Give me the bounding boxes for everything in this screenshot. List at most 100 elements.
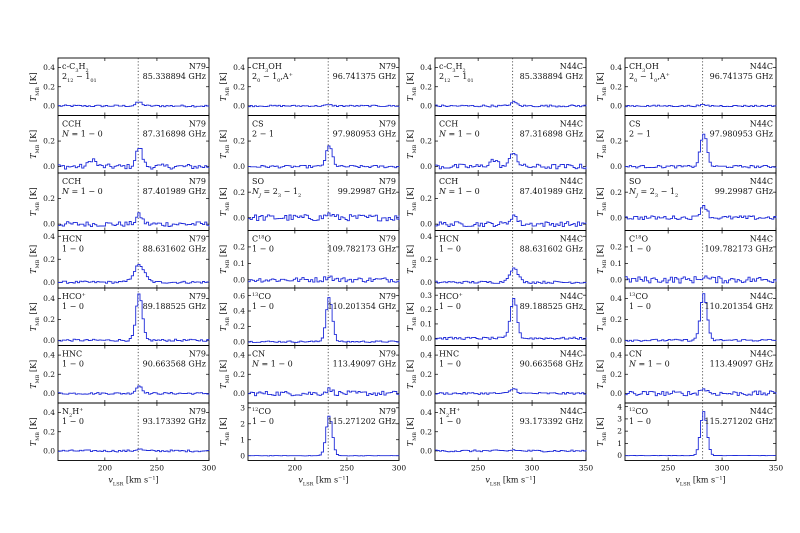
frequency-label: 99.29987 GHz — [715, 187, 773, 196]
source-label: N44C — [750, 350, 773, 359]
y-tick-label: 0.4 — [420, 232, 432, 241]
panel-frame — [247, 172, 400, 231]
y-axis-label: TMB [K] — [29, 187, 41, 216]
spectrum-line — [625, 293, 777, 342]
transition-label: 1 − 0 — [62, 302, 84, 311]
transition-label: N = 1 − 0 — [438, 187, 480, 196]
y-tick-label: 4 — [617, 402, 622, 411]
y-tick-label: 0.0 — [610, 336, 622, 345]
source-label: N44C — [750, 62, 773, 71]
y-tick-label: 0.4 — [610, 294, 622, 303]
y-axis-label: TMB [K] — [219, 245, 231, 274]
source-label: N44C — [560, 292, 583, 301]
frequency-label: 109.782173 GHz — [328, 245, 396, 254]
y-tick-label: 0.3 — [420, 291, 432, 300]
spectrum-line — [58, 148, 210, 170]
spectrum-line — [58, 293, 210, 342]
transition-label: N = 1 − 0 — [61, 130, 103, 139]
spectrum-line — [625, 411, 776, 457]
molecule-label: HNC — [62, 350, 82, 359]
y-tick-label: 0.0 — [43, 278, 55, 287]
transition-label: 1 − 0 — [439, 360, 461, 369]
y-tick-label: 0.6 — [233, 291, 245, 300]
source-label: N79 — [379, 62, 396, 71]
x-axis-label: vLSR [km s−1] — [675, 476, 725, 488]
transition-label: NJ = 23 − 12 — [251, 187, 301, 199]
molecule-label: CN — [252, 350, 265, 359]
transition-label: 1 − 0 — [439, 245, 461, 254]
transition-label: 1 − 0 — [252, 302, 274, 311]
y-tick-label: 0.2 — [233, 243, 245, 252]
y-tick-label: 0.2 — [43, 370, 55, 379]
y-axis-label: TMB [K] — [406, 302, 418, 331]
spectrum-line — [248, 415, 400, 457]
panel-frame — [624, 402, 777, 461]
molecule-label: 13CO — [252, 292, 271, 301]
spectrum-line — [435, 449, 587, 453]
spectrum-line — [58, 263, 210, 284]
y-tick-label: 0 — [617, 451, 622, 460]
spectrum-line — [625, 275, 777, 284]
y-axis-label: TMB [K] — [29, 417, 41, 446]
x-tick-label: 250 — [340, 464, 355, 473]
spectrum-line — [248, 387, 400, 397]
y-tick-label: 0.2 — [233, 370, 245, 379]
molecule-label: 12CO — [252, 407, 271, 416]
y-tick-label: 0.2 — [610, 137, 622, 146]
y-tick-label: 0.4 — [610, 63, 622, 72]
y-tick-label: 0.2 — [610, 243, 622, 252]
molecule-label: 12CO — [629, 407, 648, 416]
transition-label: 1 − 0 — [62, 245, 84, 254]
y-tick-label: 0.0 — [233, 337, 245, 346]
source-label: N79 — [379, 350, 396, 359]
y-tick-label: 0.4 — [420, 408, 432, 417]
y-tick-label: 0.4 — [43, 351, 55, 360]
y-tick-label: 0.2 — [610, 188, 622, 197]
molecule-label: HCN — [439, 235, 459, 244]
molecule-label: SO — [629, 177, 641, 186]
molecule-label: C18O — [252, 235, 272, 244]
y-tick-label: 0.2 — [420, 305, 432, 314]
spectrum-line — [248, 145, 400, 169]
y-tick-label: 0.4 — [420, 351, 432, 360]
source-label: N44C — [560, 177, 583, 186]
y-tick-label: 0.2 — [420, 255, 432, 264]
spectrum-line — [435, 152, 587, 170]
y-tick-label: 0.0 — [610, 213, 622, 222]
transition-label: 2 − 1 — [629, 130, 651, 139]
source-label: N44C — [750, 292, 773, 301]
y-axis-label: TMB [K] — [29, 302, 41, 331]
source-label: N44C — [750, 120, 773, 129]
source-label: N79 — [189, 350, 206, 359]
y-tick-label: 0.0 — [420, 334, 432, 343]
y-tick-label: 0.0 — [43, 162, 55, 171]
frequency-label: 97.980953 GHz — [333, 130, 396, 139]
y-axis-label: TMB [K] — [596, 130, 608, 159]
frequency-label: 93.173392 GHz — [520, 417, 583, 426]
y-axis-label: TMB [K] — [29, 72, 41, 101]
y-tick-label: 0.2 — [43, 194, 55, 203]
y-tick-label: 0.2 — [43, 82, 55, 91]
y-tick-label: 0.2 — [233, 188, 245, 197]
spectrum-line — [58, 448, 210, 453]
y-axis-label: TMB [K] — [596, 360, 608, 389]
transition-label: NJ = 23 − 12 — [628, 187, 678, 199]
molecule-label: CCH — [62, 177, 81, 186]
y-tick-label: 0.0 — [420, 389, 432, 398]
y-tick-label: 0.2 — [43, 137, 55, 146]
transition-label: 1 − 0 — [252, 245, 274, 254]
x-tick-label: 350 — [769, 464, 784, 473]
frequency-label: 87.401989 GHz — [520, 187, 583, 196]
y-axis-label: TMB [K] — [596, 302, 608, 331]
y-tick-label: 0.0 — [610, 102, 622, 111]
